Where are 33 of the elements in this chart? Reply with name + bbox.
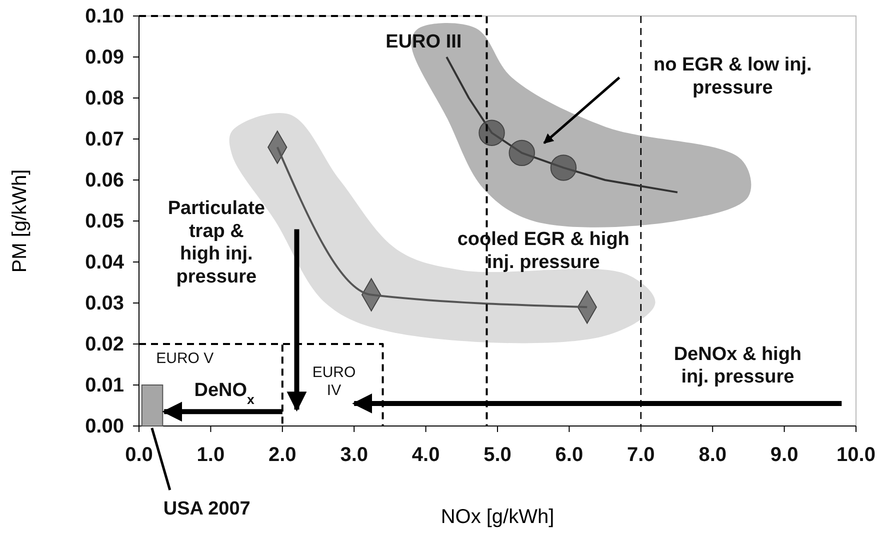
x-tick-label: 5.0: [484, 444, 512, 466]
y-tick-label: 0.10: [85, 5, 124, 28]
annotation: Particulate trap & high inj. pressure: [168, 198, 266, 288]
x-tick-label: 2.0: [268, 444, 296, 466]
x-tick-label: 8.0: [698, 444, 727, 466]
annotation: DeNOx & high inj. pressure: [674, 344, 802, 388]
y-tick-label: 0.03: [85, 292, 124, 314]
annotation: USA 2007: [163, 498, 250, 520]
annotation: EURO V: [156, 350, 214, 368]
x-tick-label: 4.0: [412, 444, 440, 466]
annotation: EURO IV: [312, 364, 356, 400]
x-axis-title: NOx [g/kWh]: [440, 506, 554, 528]
y-axis-title: PM [g/kWh]: [9, 169, 31, 273]
x-tick-label: 3.0: [340, 444, 368, 466]
y-tick-label: 0.09: [85, 46, 124, 68]
y-tick-label: 0.07: [85, 128, 124, 150]
y-tick-label: 0.01: [85, 374, 124, 396]
annotation: no EGR & low inj. pressure: [654, 54, 812, 98]
x-tick-label: 9.0: [770, 444, 798, 466]
annotation: DeNO$_{x}$: [194, 380, 256, 406]
y-tick-label: 0.06: [85, 169, 124, 192]
x-tick-label: 10.0: [836, 444, 876, 466]
x-tick-label: 0.0: [125, 444, 153, 466]
y-tick-label: 0.04: [85, 251, 125, 274]
y-tick-label: 0.02: [85, 333, 124, 356]
annotation: EURO III: [386, 31, 462, 52]
y-tick-label: 0.08: [85, 87, 124, 110]
x-tick-label: 6.0: [555, 444, 584, 466]
annotation: cooled EGR & high inj. pressure: [457, 228, 630, 273]
x-tick-label: 7.0: [626, 444, 655, 466]
x-tick-label: 1.0: [196, 444, 225, 466]
y-tick-label: 0.00: [85, 415, 124, 438]
y-tick-label: 0.05: [85, 210, 124, 232]
